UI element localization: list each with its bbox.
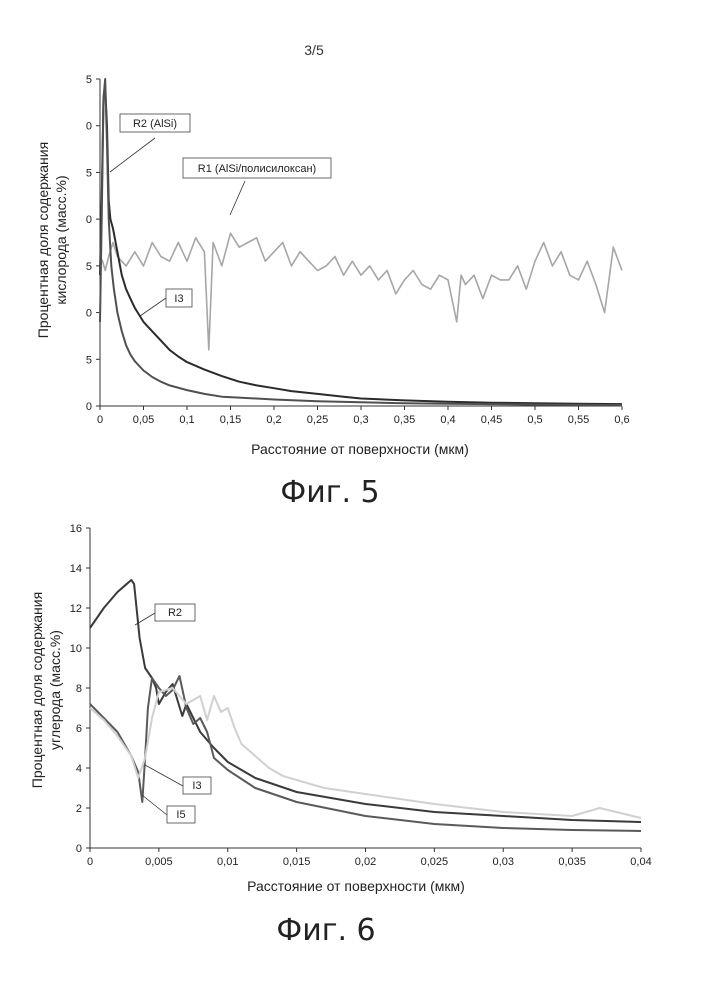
fig6-x-tick-label: 0,01 — [217, 856, 238, 868]
fig5-x-tick-label: 0,35 — [394, 414, 415, 426]
fig5-axes: 0 0,05 0,1 0,15 0,2 0,25 0,3 0,35 0,4 0,45 0,5 0,55… — [86, 74, 630, 426]
fig5-y-tick-label: 5 — [86, 74, 92, 86]
fig6-callout-i5-box — [166, 805, 196, 824]
fig5-chart: 0 0,05 0,1 0,15 0,2 0,25 0,3 0,35 0,4 0,45 0,5 0,55… — [35, 74, 630, 510]
fig6-caption: Фиг. 6 — [276, 913, 375, 948]
fig6-x-tick-label: 0,015 — [283, 856, 311, 868]
fig6-callout-i3-box — [182, 776, 212, 795]
fig6-x-tick-label: 0,005 — [145, 856, 173, 868]
fig6-y-tick-label: 14 — [70, 563, 82, 575]
fig6-x-tick-label: 0 — [87, 856, 93, 868]
fig5-x-tick-label: 0,25 — [307, 414, 328, 426]
fig5-series-i3-line — [99, 78, 623, 407]
fig6-x-tick-label: 0,03 — [493, 856, 514, 868]
fig5-callout-r2-leader — [109, 137, 156, 173]
page-number: 3/5 — [304, 42, 324, 58]
fig5-xlabel: Расстояние от поверхности (мкм) — [251, 441, 469, 457]
fig6-x-tick-label: 0,035 — [558, 856, 586, 868]
fig5-y-tick-label: 0 — [86, 401, 92, 413]
fig5-x-tick-label: 0 — [97, 414, 103, 426]
fig6-callout-r2-box — [154, 603, 196, 622]
fig6-series-i5-line — [89, 687, 642, 819]
fig5-series-r2-alsi-line — [99, 87, 623, 406]
fig6-x-tick-label: 0,04 — [630, 856, 651, 868]
fig6-callout-i3-leader — [144, 764, 184, 787]
fig5-x-tick-label: 0,45 — [481, 414, 502, 426]
fig5-ylabel-line2: кислорода (масс.%) — [53, 175, 69, 304]
fig6-ylabel-line2: углерода (масс.%) — [47, 630, 63, 750]
fig6-y-tick-label: 6 — [76, 723, 82, 735]
fig5-callout-r1-label: R1 (AlSi/полисилоксан) — [198, 163, 316, 175]
fig5-x-tick-label: 0,5 — [527, 414, 542, 426]
fig5-y-tick-label: 5 — [86, 354, 92, 366]
fig5-y-tick-label: 5 — [86, 261, 92, 273]
fig5-series — [99, 78, 623, 407]
fig6-series-r2-line — [89, 579, 642, 823]
fig5-x-tick-label: 0,2 — [266, 414, 281, 426]
fig5-y-tick-label: 5 — [86, 167, 92, 179]
fig6-callout-i3-label: I3 — [192, 780, 201, 792]
fig5-callout-r2-box — [119, 113, 191, 133]
fig6-y-tick-label: 16 — [70, 523, 82, 535]
fig6-y-tick-label: 2 — [76, 803, 82, 815]
fig5-callout-r1-leader — [229, 180, 246, 216]
fig5-x-tick-label: 0,3 — [353, 414, 368, 426]
fig5-y-tick-label: 0 — [86, 214, 92, 226]
fig5-x-tick-label: 0,05 — [133, 414, 154, 426]
fig5-ylabel-line1: Процентная доля содержания — [35, 142, 51, 338]
fig5-x-tick-label: 0,15 — [220, 414, 241, 426]
fig6-y-tick-label: 12 — [70, 603, 82, 615]
fig6-callout-r2-leader — [134, 612, 156, 626]
fig6-callout-i5-leader — [141, 794, 168, 816]
fig5-callouts: R2 (AlSi) R1 (AlSi/полисилоксан) I3 — [109, 113, 332, 317]
fig6-x-tick-label: 0,02 — [355, 856, 376, 868]
fig5-callout-i3-leader — [139, 297, 167, 317]
fig5-callout-r2-label: R2 (AlSi) — [133, 118, 177, 130]
fig5-callout-i3-label: I3 — [174, 293, 183, 305]
fig6-xlabel: Расстояние от поверхности (мкм) — [247, 878, 465, 894]
fig6-callouts: R2 I3 I5 — [134, 603, 212, 824]
fig6-series — [89, 579, 642, 832]
fig5-callout-r1-box — [182, 157, 332, 179]
fig5-x-tick-label: 0,55 — [568, 414, 589, 426]
fig5-series-r1-alsi-line — [99, 232, 623, 351]
fig5-callout-i3-box — [165, 288, 193, 308]
fig6-ylabel-line1: Процентная доля содержания — [29, 592, 45, 788]
fig5-x-tick-label: 0,1 — [179, 414, 194, 426]
fig6-x-tick-label: 0,025 — [421, 856, 449, 868]
fig6-y-tick-label: 10 — [70, 643, 82, 655]
fig5-caption: Фиг. 5 — [280, 475, 379, 510]
fig5-y-tick-label: 0 — [86, 121, 92, 133]
fig6-y-tick-label: 0 — [76, 843, 82, 855]
fig5-y-tick-label: 0 — [86, 308, 92, 320]
fig6-y-tick-label: 4 — [76, 763, 82, 775]
fig5-x-tick-label: 0,6 — [614, 414, 629, 426]
fig6-y-tick-label: 8 — [76, 683, 82, 695]
fig6-axes: 0 0,005 0,01 0,015 0,02 0,025 0,03 0,035 0,04 0 2 4… — [70, 523, 652, 868]
fig5-x-tick-label: 0,4 — [440, 414, 455, 426]
fig6-chart: 0 0,005 0,01 0,015 0,02 0,025 0,03 0,035 0,04 0 2 4… — [29, 523, 652, 948]
fig6-callout-i5-label: I5 — [176, 809, 185, 821]
fig6-callout-r2-label: R2 — [168, 607, 182, 619]
